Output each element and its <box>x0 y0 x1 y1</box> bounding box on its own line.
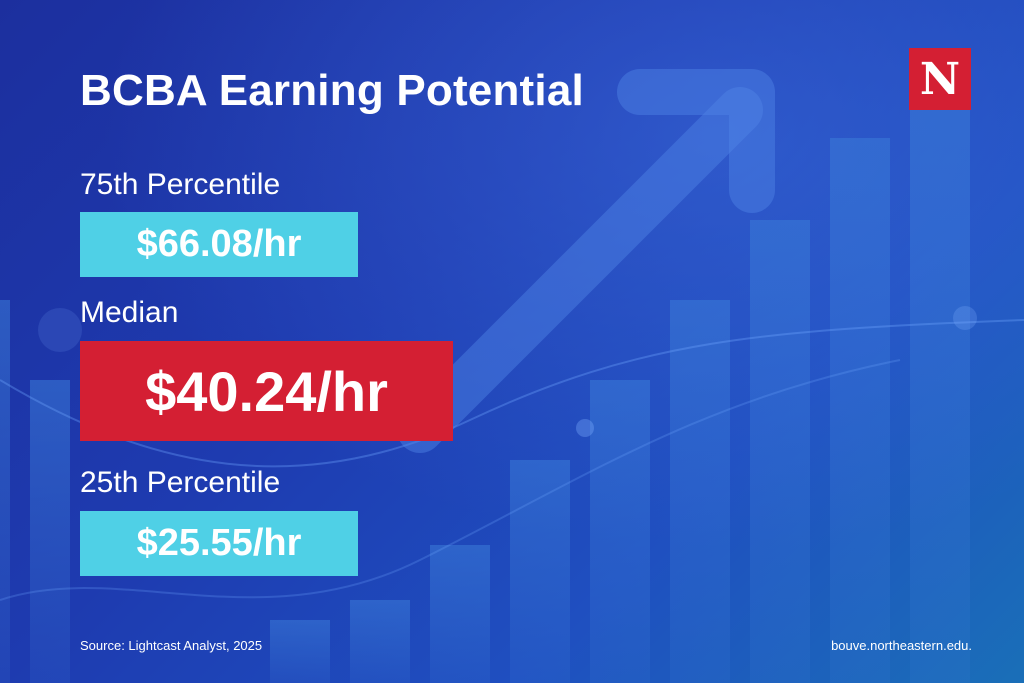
website-url: bouve.northeastern.edu. <box>831 638 972 653</box>
wave-line-2 <box>0 359 901 601</box>
source-citation: Source: Lightcast Analyst, 2025 <box>80 638 263 653</box>
decorative-bars <box>0 110 970 683</box>
northeastern-logo: N <box>909 48 971 110</box>
stat-label-75th: 75th Percentile <box>80 168 281 201</box>
stat-label-median: Median <box>80 296 179 329</box>
stat-value-75th: $66.08/hr <box>80 212 358 277</box>
upward-arrow-icon <box>397 69 775 453</box>
stat-value-median: $40.24/hr <box>80 341 453 441</box>
wave-line <box>0 319 1024 468</box>
stat-label-25th: 25th Percentile <box>80 466 281 499</box>
stat-value-25th: $25.55/hr <box>80 511 358 576</box>
page-title: BCBA Earning Potential <box>80 66 584 115</box>
